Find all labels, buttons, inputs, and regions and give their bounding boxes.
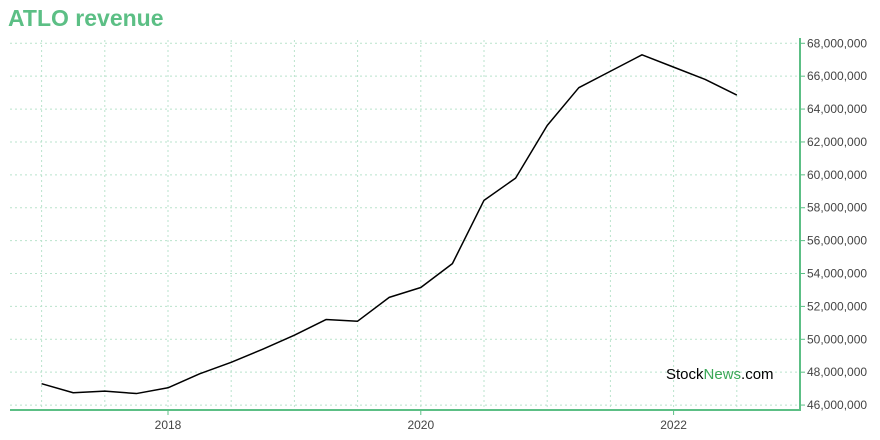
x-tick-label: 2018 — [155, 418, 182, 432]
y-tick-label: 66,000,000 — [807, 69, 867, 83]
revenue-line — [41, 54, 738, 395]
y-tick-label: 64,000,000 — [807, 102, 867, 116]
grid-lines — [10, 40, 800, 410]
x-tick-label: 2022 — [660, 418, 687, 432]
y-tick-label: 52,000,000 — [807, 299, 867, 313]
y-tick-label: 48,000,000 — [807, 365, 867, 379]
series-layer — [41, 54, 738, 395]
watermark: StockNews.com — [666, 366, 774, 383]
axes — [10, 38, 805, 415]
y-tick-label: 46,000,000 — [807, 398, 867, 412]
x-tick-label: 2020 — [407, 418, 434, 432]
y-tick-label: 58,000,000 — [807, 201, 867, 215]
watermark-stock: Stock — [666, 366, 704, 383]
y-tick-label: 54,000,000 — [807, 267, 867, 281]
chart-title: ATLO revenue — [8, 5, 164, 31]
tick-labels: 46,000,000 48,000,000 50,000,000 52,000,000… — [155, 36, 868, 432]
y-tick-label: 62,000,000 — [807, 135, 867, 149]
y-tick-label: 68,000,000 — [807, 36, 867, 50]
watermark-domain: .com — [741, 366, 774, 383]
y-tick-label: 60,000,000 — [807, 168, 867, 182]
y-tick-label: 56,000,000 — [807, 234, 867, 248]
watermark-news: News — [704, 366, 742, 383]
y-tick-label: 50,000,000 — [807, 332, 867, 346]
